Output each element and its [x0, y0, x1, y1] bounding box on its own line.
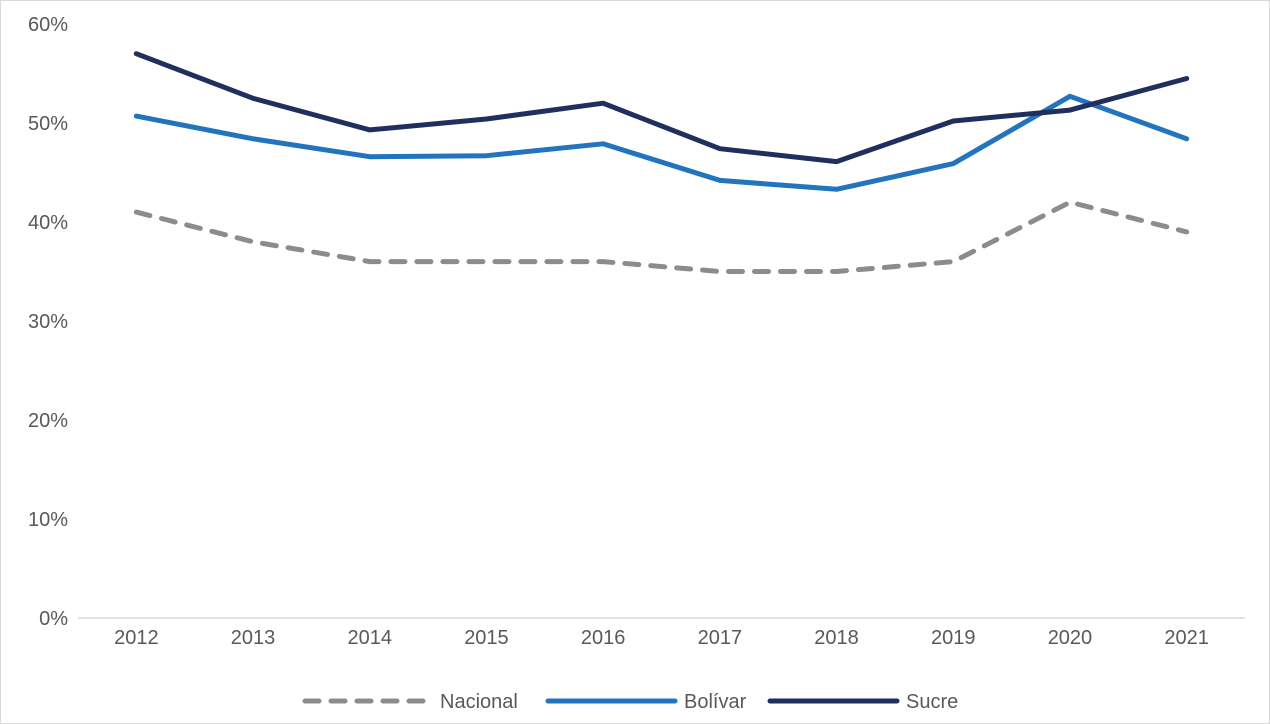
y-tick-label: 60% [28, 14, 68, 36]
x-tick-label: 2014 [348, 627, 393, 649]
x-tick-label: 2013 [231, 627, 276, 649]
y-tick-label: 0% [39, 608, 68, 630]
y-tick-label: 10% [28, 509, 68, 531]
legend-label: Bolívar [684, 691, 747, 713]
series-line-sucre [133, 51, 1190, 165]
x-tick-label: 2015 [464, 627, 509, 649]
x-tick-label: 2020 [1048, 627, 1093, 649]
series-lines [133, 51, 1190, 274]
y-tick-label: 30% [28, 311, 68, 333]
legend: Nacional Bolívar Sucre [302, 691, 958, 713]
legend-label: Sucre [906, 691, 958, 713]
legend-label: Nacional [440, 691, 518, 713]
x-tick-label: 2018 [814, 627, 859, 649]
y-tick-label: 40% [28, 212, 68, 234]
series-line-bolivar [133, 93, 1190, 192]
x-tick-label: 2012 [114, 627, 159, 649]
y-tick-label: 50% [28, 113, 68, 135]
x-tick-label: 2021 [1164, 627, 1209, 649]
x-tick-label: 2016 [581, 627, 626, 649]
y-axis-ticks: 0% 10% 20% 30% 40% 50% 60% [28, 14, 68, 630]
series-line-nacional [133, 199, 1190, 274]
x-tick-label: 2017 [698, 627, 743, 649]
y-tick-label: 20% [28, 410, 68, 432]
x-tick-label: 2019 [931, 627, 976, 649]
x-axis-ticks: 2012 2013 2014 2015 2016 2017 2018 2019 2020 2021 [114, 627, 1209, 649]
